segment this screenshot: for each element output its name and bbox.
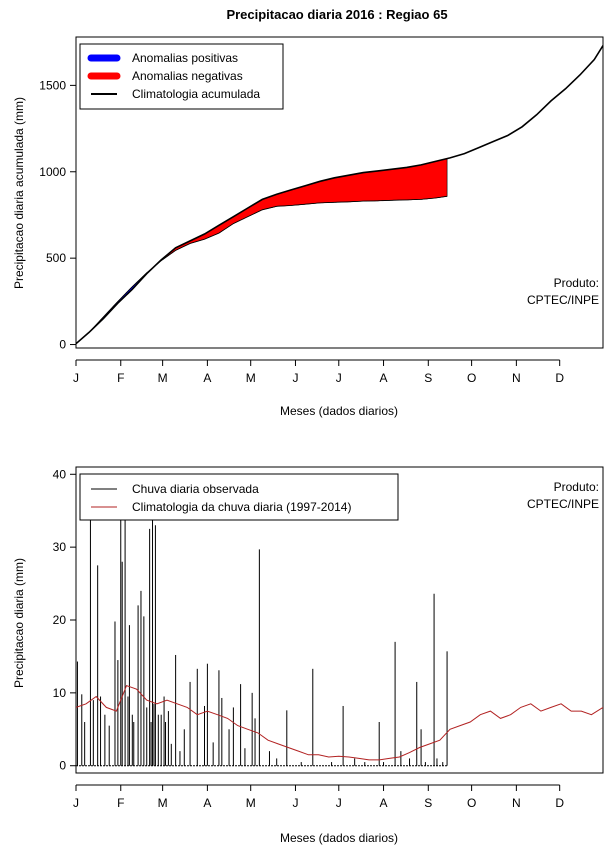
x-axis-label-2: Meses (dados diarios) xyxy=(280,831,398,845)
x-axis-label: Meses (dados diarios) xyxy=(280,404,398,418)
c1-x-tick-label: J xyxy=(73,371,79,385)
climatology-line xyxy=(76,684,603,761)
c2-x-tick-label: M xyxy=(158,796,168,810)
series-lines xyxy=(75,45,604,345)
c2-x-tick-label: O xyxy=(467,796,476,810)
legend-label-observed: Chuva diaria observada xyxy=(132,482,259,496)
legend-label-climatology: Climatologia acumulada xyxy=(132,87,260,101)
c1-x-tick-label: M xyxy=(158,371,168,385)
c2-y-tick-label: 20 xyxy=(53,613,67,627)
climatology-daily-line xyxy=(76,684,603,761)
c2-x-tick-label: A xyxy=(203,796,211,810)
product-label-2: Produto: xyxy=(554,480,599,494)
c1-x-tick-label: A xyxy=(380,371,388,385)
observed-bars xyxy=(76,510,448,767)
c1-x-tick-label: O xyxy=(467,371,476,385)
c2-y-tick-label: 0 xyxy=(59,759,66,773)
c1-x-tick-label: J xyxy=(292,371,298,385)
chart-title: Precipitacao diaria 2016 : Regiao 65 xyxy=(226,7,447,22)
c2-x-tick-label: D xyxy=(555,796,564,810)
product-credit-2: CPTEC/INPE xyxy=(527,497,599,511)
c2-x-tick-label: N xyxy=(512,796,521,810)
c2-x-tick-label: J xyxy=(336,796,342,810)
product-credit: CPTEC/INPE xyxy=(527,293,599,307)
c1-y-tick-label: 0 xyxy=(59,338,66,352)
legend-box-2 xyxy=(79,473,399,521)
c1-x-tick-label: M xyxy=(246,371,256,385)
c2-x-tick-label: J xyxy=(292,796,298,810)
c2-x-tick-label: F xyxy=(117,796,124,810)
legend-label-negative: Anomalias negativas xyxy=(132,69,243,83)
c1-x-tick-label: J xyxy=(336,371,342,385)
c2-x-tick-label: A xyxy=(380,796,388,810)
c1-y-tick-label: 500 xyxy=(46,251,66,265)
negative-anomaly-area xyxy=(153,158,448,268)
y-axis-2: 0 10 20 30 40 xyxy=(53,467,76,773)
y-axis-label: Precipitacao diaria acumulada (mm) xyxy=(12,97,26,289)
c2-x-tick-label: J xyxy=(73,796,79,810)
y-axis-label-2: Precipitacao diaria (mm) xyxy=(12,558,26,688)
c2-y-tick-label: 30 xyxy=(53,540,67,554)
y-axis: 0 500 1000 1500 xyxy=(39,78,76,352)
c1-y-tick-label: 1000 xyxy=(39,165,66,179)
c1-x-tick-label: S xyxy=(424,371,432,385)
c1-y-tick-label: 1500 xyxy=(39,78,66,92)
c2-x-tick-label: M xyxy=(246,796,256,810)
product-label: Produto: xyxy=(554,276,599,290)
c2-x-tick-label: S xyxy=(424,796,432,810)
c2-y-tick-label: 10 xyxy=(53,686,67,700)
legend: Anomalias positivas Anomalias negativas … xyxy=(79,43,284,110)
legend-2: Chuva diaria observada Climatologia da c… xyxy=(79,473,399,521)
c1-x-tick-label: A xyxy=(203,371,211,385)
c1-x-tick-label: D xyxy=(555,371,564,385)
c1-x-tick-label: N xyxy=(512,371,521,385)
anomaly-fills xyxy=(75,158,448,344)
c1-x-tick-label: F xyxy=(117,371,124,385)
climatology-cumulative-line xyxy=(75,45,604,345)
legend-label-climatology-daily: Climatologia da chuva diaria (1997-2014) xyxy=(132,500,351,514)
plot-area-frame xyxy=(75,36,604,349)
cumulative-chart: 0 500 1000 1500 J F M A M J J A S O N D Precipitacao d… xyxy=(12,36,604,418)
legend-label-positive: Anomalias positivas xyxy=(132,51,238,65)
c2-y-tick-label: 40 xyxy=(53,467,67,481)
daily-chart: 0 10 20 30 40 J F M A M J J A S O N D Precipitacao diar… xyxy=(12,466,604,845)
observed-cumulative-line xyxy=(75,195,448,345)
